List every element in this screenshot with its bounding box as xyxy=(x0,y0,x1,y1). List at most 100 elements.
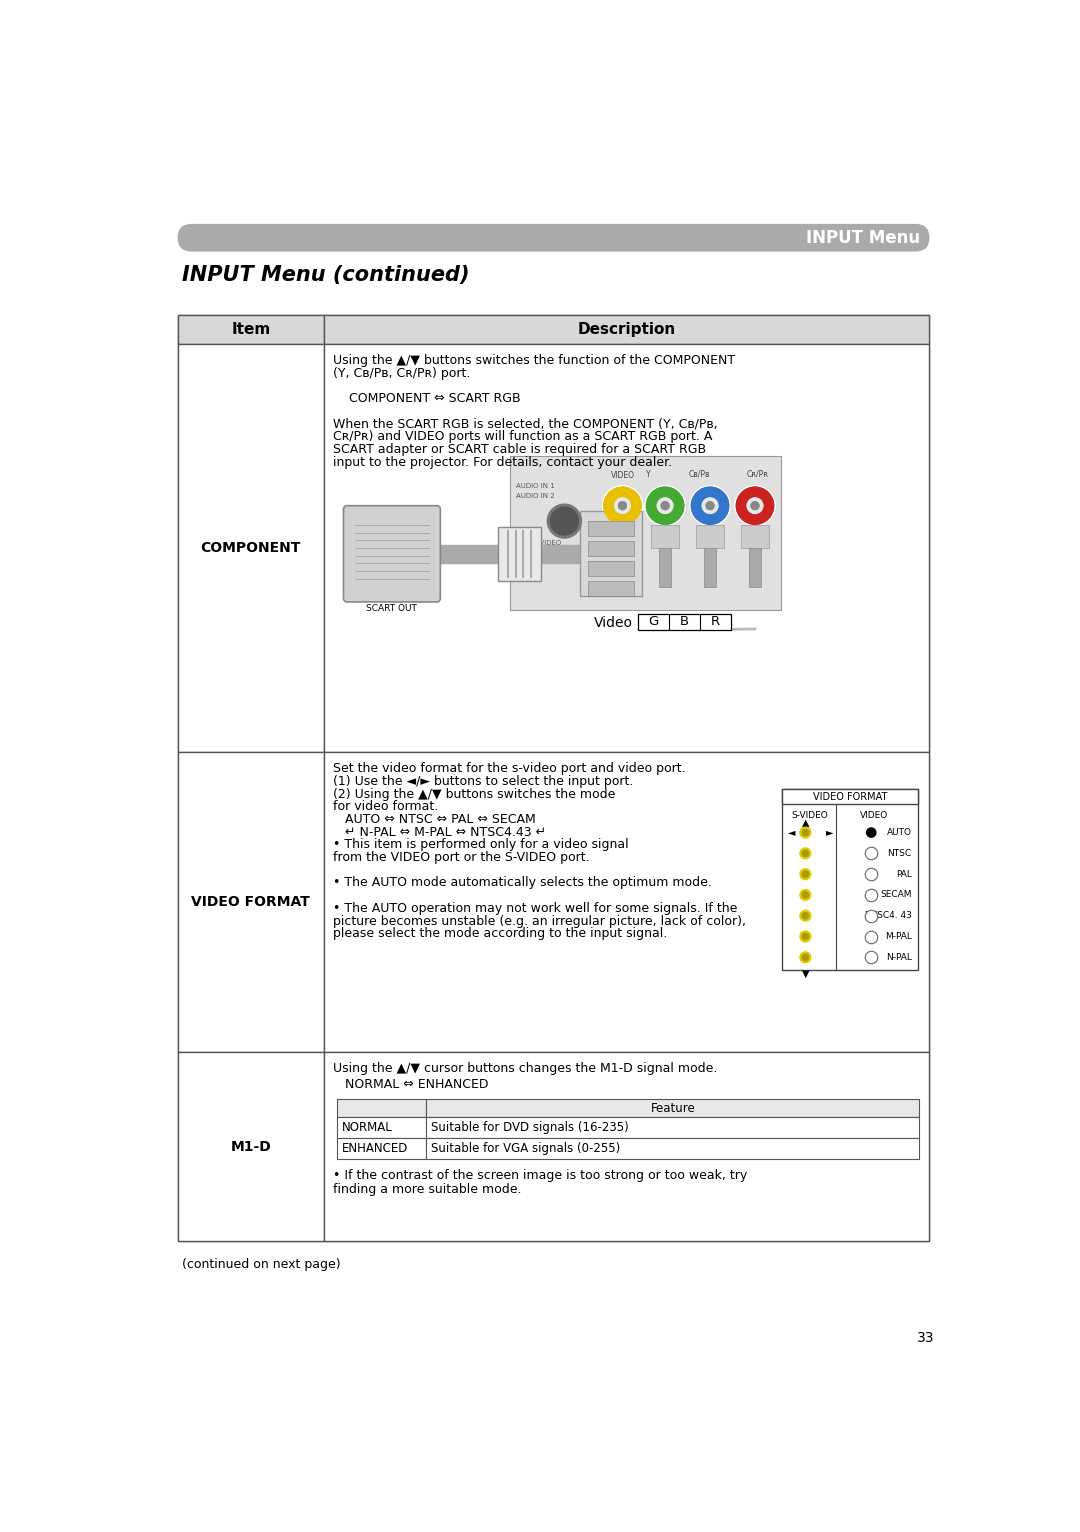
Text: ◄: ◄ xyxy=(787,827,795,838)
Circle shape xyxy=(800,827,811,838)
Text: When the SCART RGB is selected, the COMPONENT (Y, Cʙ/Pʙ,: When the SCART RGB is selected, the COMP… xyxy=(334,418,718,430)
Circle shape xyxy=(551,507,578,535)
Bar xyxy=(697,525,724,548)
Circle shape xyxy=(747,498,762,513)
Bar xyxy=(177,1052,324,1241)
Text: Feature: Feature xyxy=(650,1102,696,1115)
Circle shape xyxy=(866,890,876,899)
Circle shape xyxy=(802,913,809,919)
Text: • If the contrast of the screen image is too strong or too weak, try: • If the contrast of the screen image is… xyxy=(334,1169,747,1183)
Circle shape xyxy=(604,487,642,524)
Circle shape xyxy=(661,502,669,510)
Text: ▼: ▼ xyxy=(801,970,809,979)
Text: Video: Video xyxy=(594,616,633,630)
Bar xyxy=(427,1117,919,1138)
Text: ►: ► xyxy=(826,827,834,838)
Circle shape xyxy=(645,486,685,525)
Circle shape xyxy=(802,829,809,835)
Circle shape xyxy=(647,487,684,524)
Circle shape xyxy=(619,502,626,510)
Text: (1) Use the ◄/► buttons to select the input port.: (1) Use the ◄/► buttons to select the in… xyxy=(334,775,634,787)
Circle shape xyxy=(802,954,809,961)
Circle shape xyxy=(800,890,811,901)
Bar xyxy=(324,752,930,1052)
Bar xyxy=(337,1100,427,1117)
Circle shape xyxy=(702,498,718,513)
Bar xyxy=(427,1138,919,1158)
Text: ENHANCED: ENHANCED xyxy=(342,1141,408,1155)
Bar xyxy=(337,1117,427,1138)
Text: S-VIDEO: S-VIDEO xyxy=(791,810,827,820)
Bar xyxy=(782,789,918,970)
Text: SCART OUT: SCART OUT xyxy=(366,604,417,613)
Text: AUDIO IN 1: AUDIO IN 1 xyxy=(516,483,555,489)
Circle shape xyxy=(706,502,714,510)
Text: VIDEO FORMAT: VIDEO FORMAT xyxy=(813,792,887,801)
Text: input to the projector. For details, contact your dealer.: input to the projector. For details, con… xyxy=(334,455,673,469)
Text: INPUT Menu (continued): INPUT Menu (continued) xyxy=(181,265,469,285)
Text: AUDIO IN 2: AUDIO IN 2 xyxy=(516,493,555,498)
Circle shape xyxy=(800,951,811,962)
Bar xyxy=(499,527,541,581)
Text: Suitable for DVD signals (16-235): Suitable for DVD signals (16-235) xyxy=(431,1121,629,1134)
Bar xyxy=(588,561,634,576)
Circle shape xyxy=(800,931,811,942)
Bar xyxy=(704,548,716,587)
Text: Item: Item xyxy=(231,322,270,337)
Circle shape xyxy=(802,850,809,856)
Circle shape xyxy=(603,486,643,525)
Text: Cʀ/Pʀ: Cʀ/Pʀ xyxy=(746,469,769,478)
Bar xyxy=(651,525,679,548)
Text: please select the mode according to the input signal.: please select the mode according to the … xyxy=(334,927,667,941)
FancyBboxPatch shape xyxy=(177,224,930,251)
Text: COMPONENT ⇔ SCART RGB: COMPONENT ⇔ SCART RGB xyxy=(334,392,521,404)
Circle shape xyxy=(658,498,673,513)
Text: AUTO: AUTO xyxy=(887,829,912,836)
Bar xyxy=(588,581,634,596)
Bar xyxy=(638,614,731,630)
Circle shape xyxy=(802,892,809,898)
Circle shape xyxy=(747,498,762,513)
Circle shape xyxy=(802,933,809,939)
Text: Suitable for VGA signals (0-255): Suitable for VGA signals (0-255) xyxy=(431,1141,620,1155)
Bar xyxy=(782,789,918,804)
Circle shape xyxy=(690,486,730,525)
Text: SCART adapter or SCART cable is required for a SCART RGB: SCART adapter or SCART cable is required… xyxy=(334,443,706,457)
Text: picture becomes unstable (e.g. an irregular picture, lack of color),: picture becomes unstable (e.g. an irregu… xyxy=(334,915,746,927)
Circle shape xyxy=(604,487,642,524)
Circle shape xyxy=(866,912,876,921)
Bar xyxy=(608,525,636,548)
Text: Description: Description xyxy=(578,322,676,337)
Circle shape xyxy=(751,502,759,510)
Text: Cʙ/Pʙ: Cʙ/Pʙ xyxy=(688,469,710,478)
Bar xyxy=(580,512,642,596)
Text: ▲: ▲ xyxy=(801,818,809,827)
Bar xyxy=(588,541,634,556)
Text: PAL: PAL xyxy=(895,870,912,879)
Circle shape xyxy=(800,849,811,859)
Text: G: G xyxy=(648,616,659,628)
Circle shape xyxy=(691,487,729,524)
Text: Using the ▲/▼ buttons switches the function of the COMPONENT: Using the ▲/▼ buttons switches the funct… xyxy=(334,354,735,368)
Text: M-PAL: M-PAL xyxy=(885,931,912,941)
Text: M1-D: M1-D xyxy=(230,1140,271,1154)
Text: (2) Using the ▲/▼ buttons switches the mode: (2) Using the ▲/▼ buttons switches the m… xyxy=(334,787,616,801)
Text: finding a more suitable mode.: finding a more suitable mode. xyxy=(334,1183,522,1195)
Bar xyxy=(427,1100,919,1117)
Bar xyxy=(177,345,324,752)
Bar xyxy=(337,1138,427,1158)
Circle shape xyxy=(737,487,773,524)
Text: for video format.: for video format. xyxy=(334,800,438,813)
Text: NTSC: NTSC xyxy=(888,849,912,858)
Text: COMPONENT: COMPONENT xyxy=(201,541,301,555)
Bar xyxy=(617,548,629,587)
Text: N-PAL: N-PAL xyxy=(886,953,912,962)
Circle shape xyxy=(866,827,876,836)
Circle shape xyxy=(661,502,669,510)
Text: NORMAL: NORMAL xyxy=(342,1121,393,1134)
Circle shape xyxy=(800,910,811,921)
Circle shape xyxy=(751,502,759,510)
Circle shape xyxy=(800,869,811,879)
Text: NORMAL ⇔ ENHANCED: NORMAL ⇔ ENHANCED xyxy=(334,1079,489,1091)
Circle shape xyxy=(866,953,876,962)
